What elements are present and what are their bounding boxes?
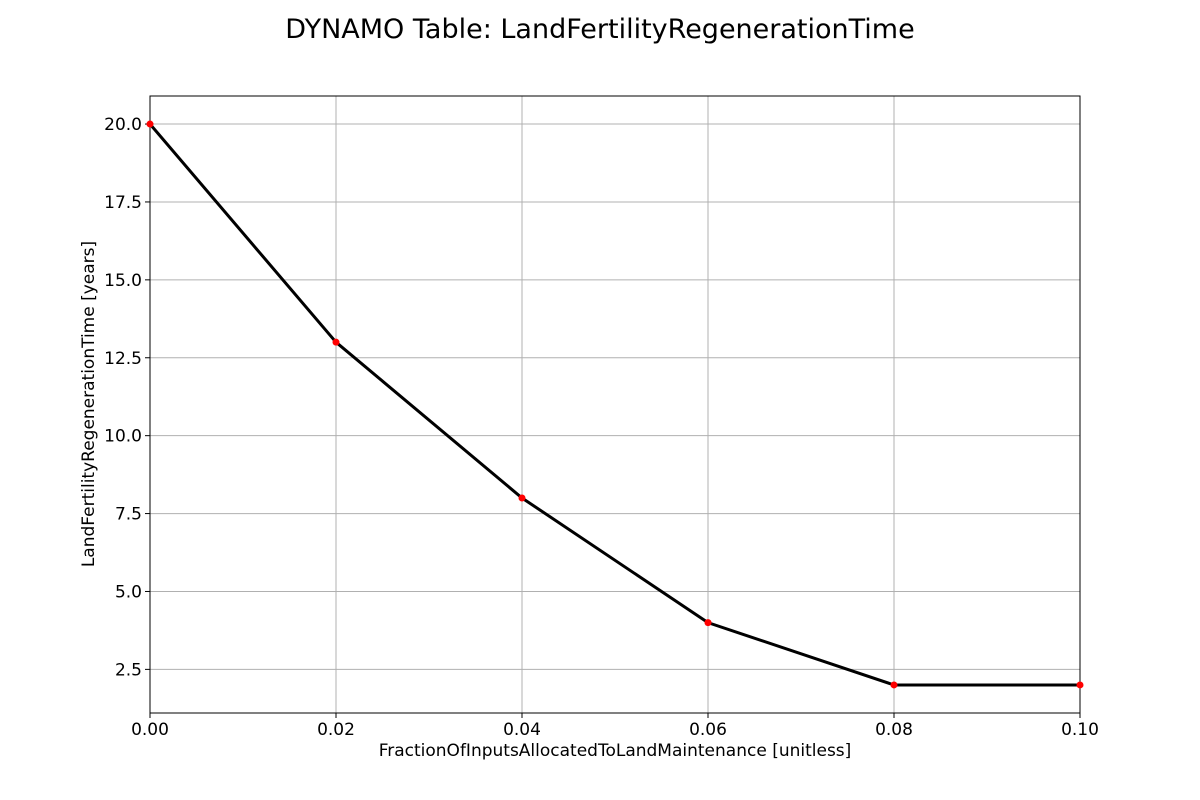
y-tick-label: 7.5: [115, 505, 142, 525]
x-axis-label: FractionOfInputsAllocatedToLandMaintenan…: [379, 741, 852, 761]
x-tick-label: 0.10: [1061, 720, 1099, 740]
y-tick-label: 10.0: [104, 427, 142, 447]
data-point: [146, 120, 154, 128]
y-tick-label: 17.5: [104, 193, 142, 213]
data-point: [704, 619, 712, 627]
grid: [149, 96, 1081, 713]
data-point: [890, 681, 898, 689]
x-tick-label: 0.00: [131, 720, 169, 740]
y-tick-label: 15.0: [104, 271, 142, 291]
data-point: [1076, 681, 1084, 689]
y-tick-label: 2.5: [115, 660, 142, 680]
x-tick-label: 0.04: [503, 720, 541, 740]
data-point: [332, 338, 340, 346]
y-axis-label: LandFertilityRegenerationTime [years]: [79, 241, 99, 567]
y-tick-label: 12.5: [104, 349, 142, 369]
x-axis-ticks: 0.00 0.02 0.04 0.06 0.08 0.10: [131, 713, 1099, 740]
x-tick-label: 0.02: [317, 720, 355, 740]
y-tick-label: 20.0: [104, 115, 142, 135]
y-tick-label: 5.0: [115, 582, 142, 602]
plot-frame: [149, 95, 1081, 714]
series-line: [148, 123, 1080, 687]
y-axis-ticks: 2.5 5.0 7.5 10.0 12.5 15.0 17.5 20.0: [104, 115, 150, 680]
x-tick-label: 0.08: [875, 720, 913, 740]
x-tick-label: 0.06: [689, 720, 727, 740]
chart-title: DYNAMO Table: LandFertilityRegenerationT…: [285, 14, 914, 45]
data-point: [518, 494, 526, 502]
series-points: [146, 120, 1084, 689]
